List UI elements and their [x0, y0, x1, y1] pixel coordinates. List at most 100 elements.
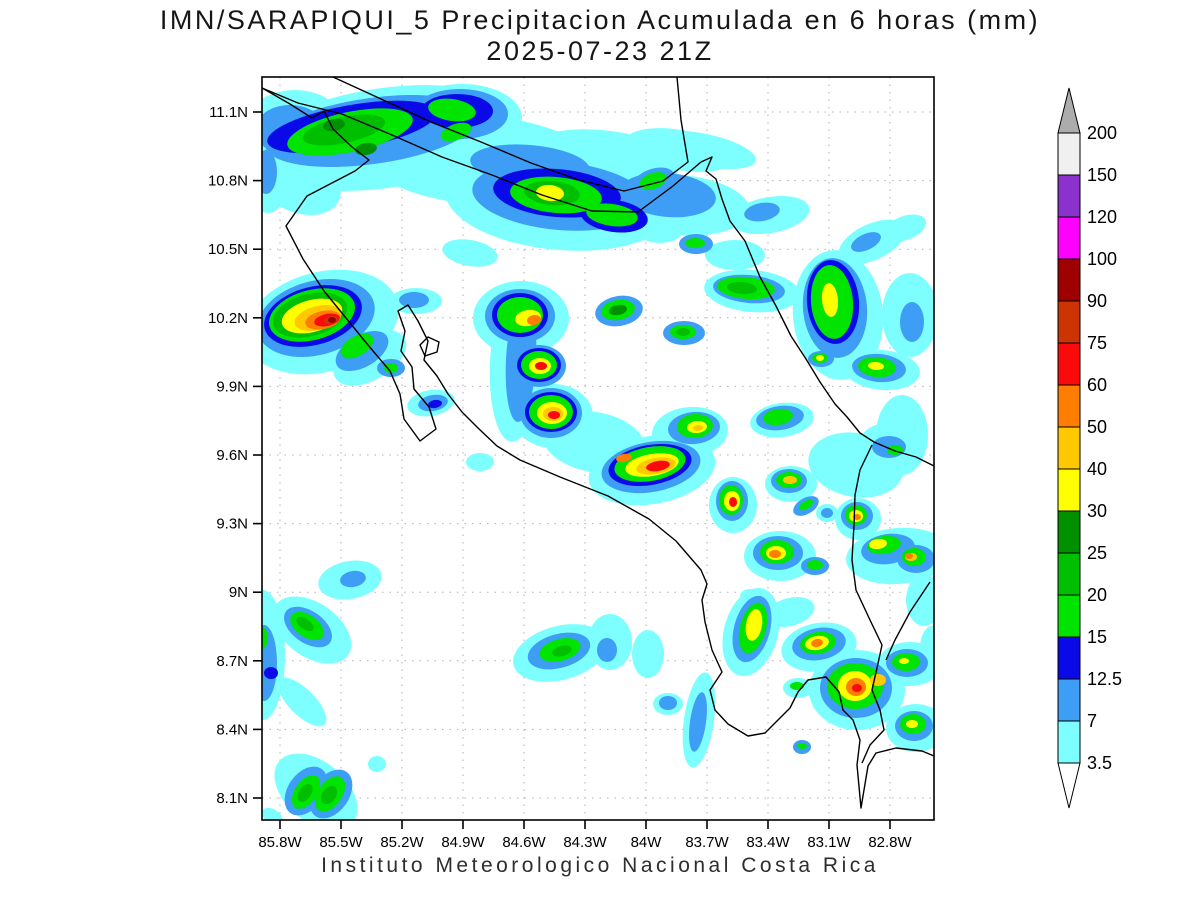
precip-cell-level-1	[466, 453, 494, 471]
precip-cell-level-1	[876, 395, 928, 475]
precip-cell-level-1	[638, 221, 682, 243]
attribution: Instituto Meteorologico Nacional Costa R…	[321, 854, 879, 877]
colorbar-label: 25	[1087, 543, 1107, 563]
colorbar-segment	[1057, 552, 1081, 596]
coastline-path	[700, 156, 934, 467]
y-tick-label: 9.6N	[216, 447, 248, 464]
x-tick-label: 84W	[631, 834, 663, 851]
x-tick-label: 85.8W	[258, 834, 302, 851]
precip-cell-level-10	[535, 362, 547, 370]
precip-cell-level-1	[765, 597, 815, 627]
precip-cell-level-7	[869, 538, 887, 550]
colorbar-arrow-top	[1057, 87, 1081, 134]
precip-cell-level-7	[745, 609, 763, 641]
precip-cell-level-7	[821, 283, 839, 317]
y-axis-labels: 11.1N 10.8N 10.5N 10.2N 9.9N 9.6N 9.3N 9N 8.7N 8.…	[208, 104, 248, 807]
precip-cell-level-2	[851, 232, 881, 252]
colorbar-segment	[1057, 510, 1081, 554]
coastline-path	[419, 336, 440, 357]
precip-cell-level-8	[870, 674, 886, 686]
precip-cell-level-4	[790, 682, 804, 690]
x-tick-label: 84.3W	[563, 834, 607, 851]
precip-cell-level-4	[586, 203, 638, 227]
colorbar-label: 30	[1087, 501, 1107, 521]
y-tick-label: 8.1N	[216, 790, 248, 807]
map-frame	[261, 76, 935, 821]
precip-cell-level-5	[296, 616, 314, 632]
colorbar: 200 150 120 100 90 75 60 50 40 30 25 20 15 12.5 7 3.5	[1057, 87, 1122, 809]
colorbar-label: 150	[1087, 165, 1117, 185]
precip-cell-level-4	[763, 408, 793, 426]
precip-cell-level-5	[552, 645, 572, 657]
precip-cell-level-4	[685, 238, 705, 248]
precip-cell-level-2	[659, 696, 677, 710]
colorbar-segment	[1057, 426, 1081, 470]
precip-cell-level-9	[527, 314, 541, 326]
precip-cell-level-4	[384, 363, 398, 373]
colorbar-segment	[1057, 678, 1081, 722]
y-tick-label: 10.5N	[208, 241, 248, 258]
precip-cell-level-4	[798, 499, 814, 511]
colorbar-label: 90	[1087, 291, 1107, 311]
colorbar-label: 12.5	[1087, 669, 1122, 689]
colorbar-segment	[1057, 594, 1081, 638]
precip-cell-level-8	[783, 476, 797, 484]
y-tick-label: 9N	[229, 584, 248, 601]
colorbar-label: 15	[1087, 627, 1107, 647]
precip-cell-level-5	[676, 328, 690, 336]
precip-cell-level-2	[900, 302, 924, 342]
colorbar-arrow-bottom	[1057, 762, 1081, 809]
colorbar-label: 120	[1087, 207, 1117, 227]
x-tick-label: 83.7W	[685, 834, 729, 851]
colorbar-segment	[1057, 132, 1081, 176]
x-tick-label: 84.6W	[502, 834, 546, 851]
precip-cell-level-1	[368, 756, 386, 772]
colorbar-label: 50	[1087, 417, 1107, 437]
precip-cell-level-2	[689, 692, 707, 752]
chart-subtitle: 2025-07-23 21Z	[486, 36, 714, 66]
x-tick-label: 83.1W	[807, 834, 851, 851]
coastline-path	[885, 581, 931, 661]
y-tick-label: 10.2N	[208, 310, 248, 327]
precip-cell-level-9	[811, 638, 823, 648]
precip-cell-level-2	[399, 292, 429, 308]
precip-cell-level-10	[646, 460, 670, 472]
chart-title: IMN/SARAPIQUI_5 Precipitacion Acumulada …	[159, 5, 1041, 35]
x-axis-labels: 85.8W 85.5W 85.2W 84.9W 84.6W 84.3W 84W 83.7W 83…	[258, 834, 912, 851]
precip-cell-level-2	[597, 638, 617, 662]
precip-cell-level-9	[616, 453, 632, 463]
precip-cell-level-5	[297, 784, 313, 802]
coastline-path	[262, 87, 934, 809]
precip-cell-level-3	[428, 399, 442, 409]
precip-cell-level-9	[769, 550, 781, 558]
precip-cell-level-4	[807, 560, 823, 570]
precip-cell-level-3	[264, 667, 278, 679]
y-tick-label: 9.9N	[216, 378, 248, 395]
colorbar-segment	[1057, 720, 1081, 764]
precip-cell-level-1	[906, 574, 934, 626]
precip-cell-level-1	[442, 239, 498, 267]
colorbar-label: 20	[1087, 585, 1107, 605]
precip-cell-level-1	[262, 807, 283, 820]
colorbar-segment	[1057, 300, 1081, 344]
precip-cell-level-10	[729, 497, 737, 507]
coastline-path	[262, 87, 702, 213]
precip-cell-level-2	[744, 202, 780, 222]
precip-cell-level-7	[536, 184, 564, 202]
precip-cell-level-4	[262, 627, 268, 649]
colorbar-label: 3.5	[1087, 753, 1112, 773]
colorbar-segment	[1057, 384, 1081, 428]
coastline	[262, 77, 934, 809]
precip-cell-level-1	[705, 240, 765, 270]
precip-cell-level-7	[899, 658, 909, 664]
precip-cell-level-2	[821, 508, 833, 518]
precip-cell-level-1	[632, 630, 664, 678]
precip-cell-level-1	[277, 677, 327, 727]
coastline-path	[332, 77, 689, 192]
precip-cell-level-6	[355, 142, 377, 156]
precip-cell-level-5	[302, 114, 386, 146]
precip-cell-level-12	[328, 317, 336, 323]
precip-cell-level-1	[883, 214, 927, 242]
precip-cell-level-10	[852, 684, 862, 692]
